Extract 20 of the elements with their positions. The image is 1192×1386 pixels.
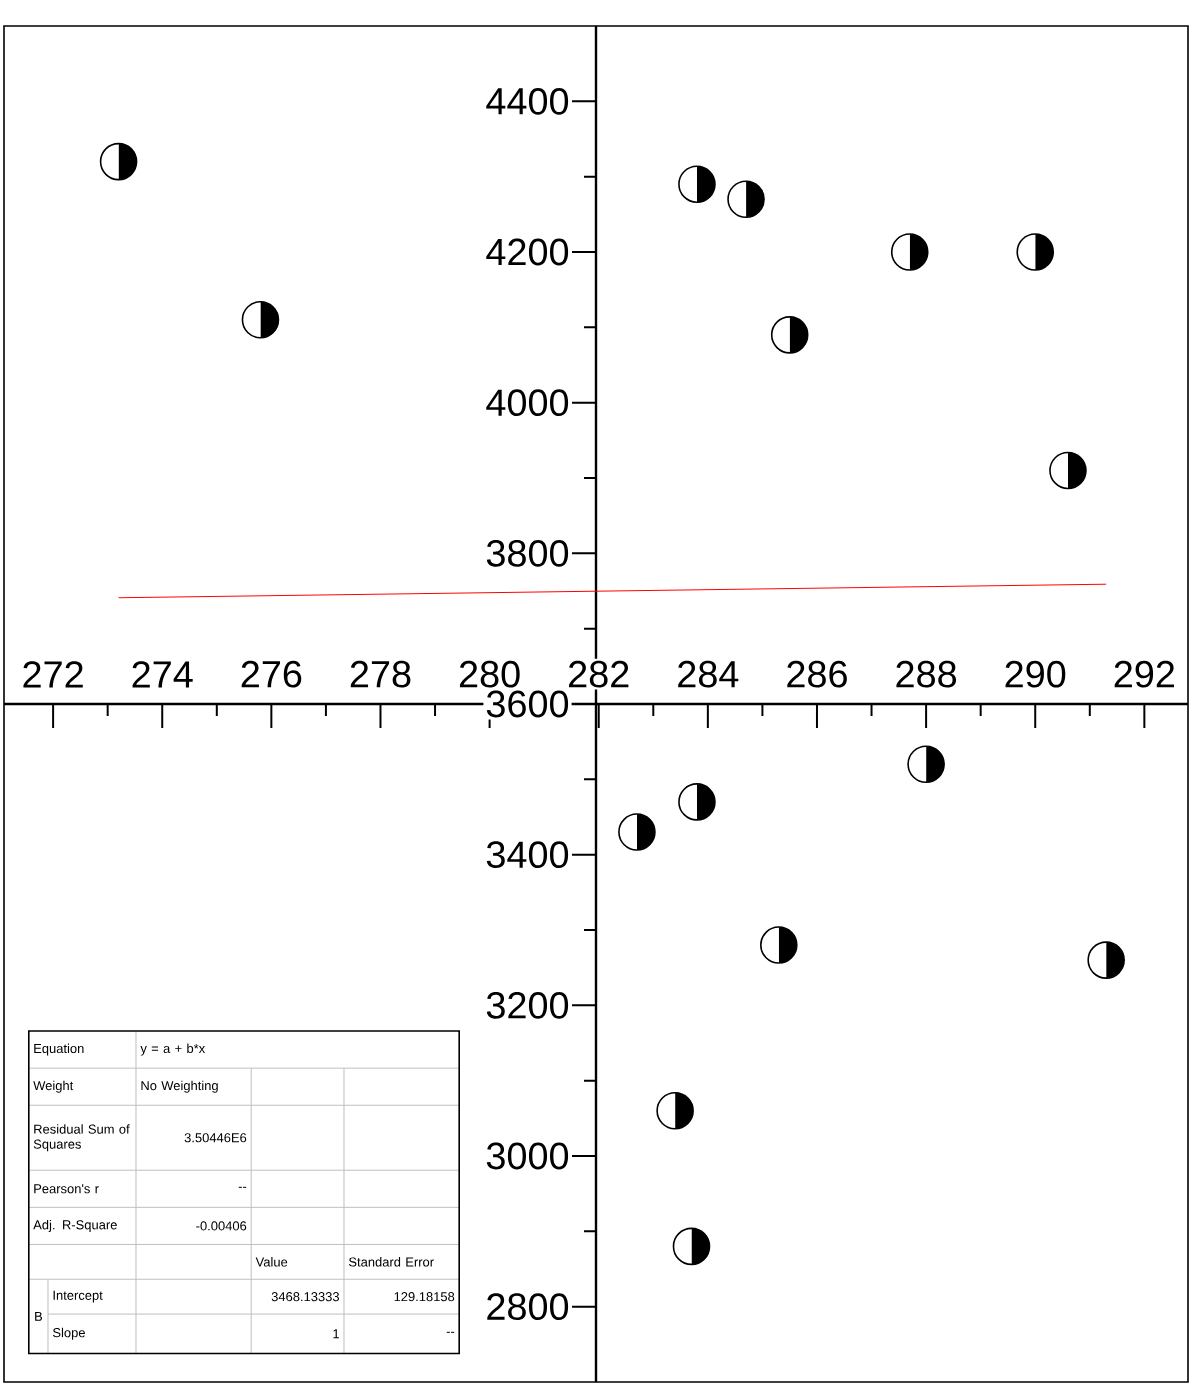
y-tick-label: 4000 <box>486 389 569 417</box>
y-tick-label: 3600 <box>486 690 569 718</box>
y-tick-label: 4200 <box>486 238 569 266</box>
y-tick-label: 3000 <box>486 1142 569 1170</box>
x-tick-label: 282 <box>569 660 629 688</box>
y-tick-label: 2800 <box>487 1293 569 1321</box>
y-tick-label: 3200 <box>486 991 569 1019</box>
x-tick-label: 284 <box>678 660 739 688</box>
x-tick-label: 276 <box>241 660 302 688</box>
x-tick-label: 272 <box>23 661 83 688</box>
x-tick-label: 290 <box>1005 660 1066 688</box>
x-tick-label: 288 <box>896 660 957 688</box>
y-tick-label: 3400 <box>486 841 569 869</box>
y-tick-label: 3800 <box>486 539 569 567</box>
x-tick-label: 274 <box>132 661 193 688</box>
x-tick-label: 280 <box>459 660 520 688</box>
y-tick-label: 4400 <box>486 87 569 115</box>
x-tick-label: 286 <box>787 660 847 688</box>
x-tick-label: 292 <box>1114 660 1175 688</box>
x-tick-label: 278 <box>350 660 411 688</box>
